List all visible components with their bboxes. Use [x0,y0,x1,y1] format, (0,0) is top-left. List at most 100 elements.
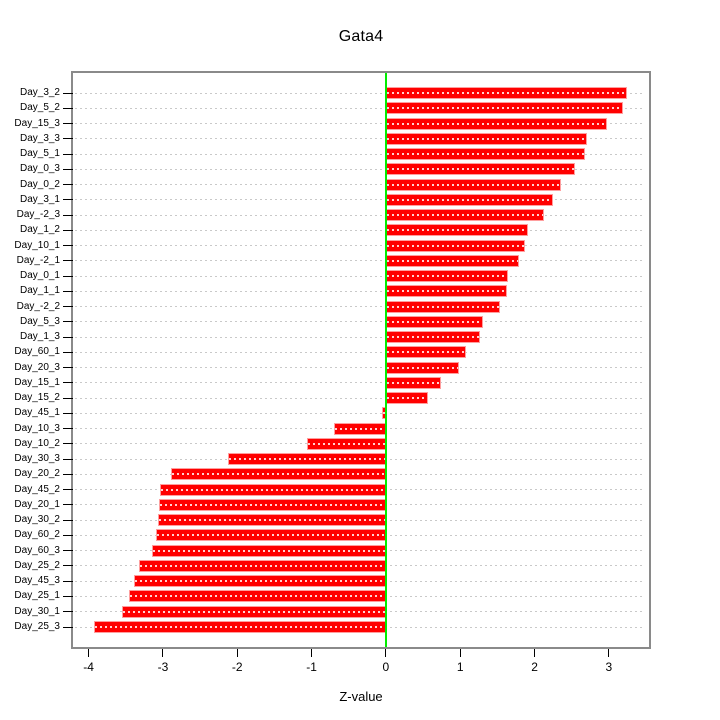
x-tick-label: 0 [382,660,390,674]
y-tick-label: Day_0_1 [19,270,60,282]
bar [159,498,386,511]
x-tick-label: -4 [83,660,94,674]
x-tick [459,649,461,657]
grid-line [75,412,645,414]
y-tick-label: Day_10_2 [14,437,60,449]
x-tick-label: 3 [605,660,613,674]
bar [307,437,386,450]
bar [385,148,586,161]
y-tick-label: Day_60_3 [14,544,60,556]
grid-line [75,153,645,155]
bar [133,575,386,588]
y-tick-label: Day_-2_1 [16,254,60,266]
y-tick-label: Day_1_3 [19,331,60,343]
grid-line [75,336,645,338]
grid-line [75,321,645,323]
grid-line [75,306,645,308]
bar [227,453,386,466]
y-tick-label: Day_20_3 [14,361,60,373]
y-tick-label: Day_45_3 [14,575,60,587]
y-tick-label: Day_20_1 [14,498,60,510]
y-tick-label: Day_60_1 [14,346,60,358]
grid-line [75,260,645,262]
bar [385,117,607,130]
bar [151,544,386,557]
y-tick-label: Day_5_3 [19,315,60,327]
bar [385,132,587,145]
y-tick-label: Day_15_1 [14,376,60,388]
y-tick-label: Day_25_1 [14,590,60,602]
y-tick-label: Day_5_1 [19,148,60,160]
y-tick-label: Day_15_3 [14,117,60,129]
bar [385,346,467,359]
grid-line [75,229,645,231]
bar [385,87,627,99]
bar [159,483,386,496]
grid-line [75,184,645,186]
x-tick [608,649,610,657]
x-tick-label: -2 [231,660,243,674]
grid-line [75,275,645,277]
bar [385,270,508,283]
y-tick-label: Day_10_1 [14,239,60,251]
y-tick-label: Day_5_2 [19,102,60,114]
bar [156,529,386,542]
bar [385,193,554,206]
bar [385,361,460,374]
bar [139,559,386,572]
y-tick-label: Day_60_2 [14,529,60,541]
zero-reference-line [384,73,387,647]
y-tick-label: Day_25_2 [14,559,60,571]
grid-line [75,92,645,94]
grid-line [75,123,645,124]
x-axis-title: Z-value [339,689,383,704]
plot-area [71,71,651,649]
y-tick-label: Day_30_2 [14,514,60,526]
x-tick [88,649,90,657]
y-tick-label: Day_0_3 [19,163,60,175]
y-tick-label: Day_-2_2 [16,300,60,312]
grid-line [75,382,645,384]
x-tick [385,649,387,657]
x-tick-label: -3 [157,660,169,674]
bar [122,605,386,618]
grid-line [75,168,645,170]
y-tick-label: Day_-2_3 [16,209,60,221]
grid-line [75,397,645,399]
bar [385,224,528,237]
y-tick-label: Day_1_2 [19,224,60,236]
grid-line [75,107,645,109]
grid-line [75,199,645,201]
y-tick-label: Day_45_2 [14,483,60,495]
bar [385,392,428,405]
bar [385,300,500,313]
bar [158,514,386,527]
bar [385,239,525,252]
grid-line [75,245,645,247]
y-tick-label: Day_10_3 [14,422,60,434]
y-tick-label: Day_3_3 [19,132,60,144]
y-tick-label: Day_3_2 [19,87,60,98]
grid-line [75,351,645,353]
x-tick-label: 2 [531,660,538,674]
bar [128,590,386,603]
bar [385,102,623,115]
bar [93,621,386,633]
x-tick [534,649,536,657]
y-tick-label: Day_30_1 [14,605,60,617]
y-tick-label: Day_45_1 [14,407,60,419]
y-tick-label: Day_25_3 [14,621,60,632]
bar [385,285,508,298]
bar [333,422,386,435]
x-tick-label: 1 [456,660,464,674]
grid-line [75,290,645,292]
y-tick-label: Day_1_1 [19,285,60,297]
bar [385,254,519,267]
bar [385,209,545,222]
y-tick-label: Day_0_2 [19,178,60,190]
bar [385,163,575,176]
y-tick-label: Day_20_2 [14,468,60,480]
x-tick [236,649,238,657]
y-tick-label: Day_30_3 [14,453,60,465]
